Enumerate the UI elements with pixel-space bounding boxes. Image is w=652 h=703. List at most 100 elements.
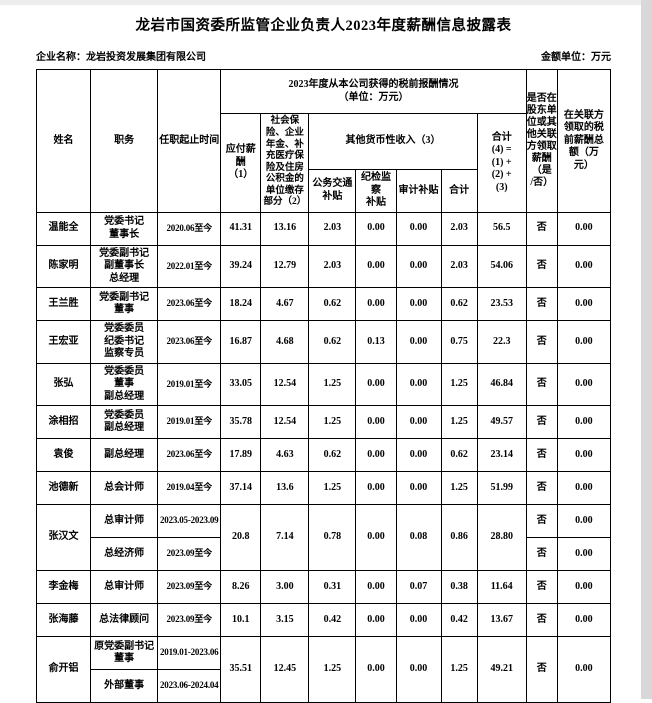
amount-unit-value: 万元 <box>591 52 611 63</box>
col-header-term: 任职起止时间 <box>157 69 222 213</box>
table-cell: 0.78 <box>308 504 357 571</box>
table-cell: 22.3 <box>476 320 527 364</box>
col-header-audit-subsidy: 审计补贴 <box>395 169 442 213</box>
table-cell: 否 <box>525 636 558 703</box>
table-cell: 0.00 <box>355 438 397 472</box>
table-cell: 总经济师 <box>90 537 159 571</box>
table-cell: 13.67 <box>476 603 527 637</box>
table-cell: 2.03 <box>440 244 478 288</box>
document-page: 龙岩市国资委所监管企业负责人2023年度薪酬信息披露表 企业名称：龙岩投资发展集… <box>35 5 612 703</box>
col-header-discipline-subsidy: 纪检监察 补贴 <box>355 169 397 213</box>
table-cell: 否 <box>525 504 558 538</box>
table-cell: 否 <box>525 603 558 637</box>
table-cell: 13.16 <box>260 211 310 246</box>
table-cell: 0.07 <box>395 570 442 604</box>
table-cell: 0.08 <box>395 504 442 571</box>
table-cell: 2023.06至今 <box>157 287 222 321</box>
table-cell: 0.00 <box>355 287 397 321</box>
table-cell: 涂相招 <box>35 405 92 439</box>
table-cell: 3.00 <box>260 570 310 604</box>
table-cell: 0.75 <box>440 320 478 364</box>
table-cell: 0.00 <box>395 438 442 472</box>
table-cell: 总会计师 <box>90 471 159 505</box>
table-cell: 否 <box>525 211 558 246</box>
table-cell: 否 <box>525 287 558 321</box>
table-cell: 4.68 <box>260 320 310 364</box>
table-cell: 0.00 <box>355 603 397 637</box>
table-row: 涂相招 党委委员 副总经理 2019.01至今 35.78 12.54 1.25 0.00 0… <box>35 405 612 439</box>
amount-unit-line: 金额单位：万元 <box>541 48 611 63</box>
company-name-line: 企业名称：龙岩投资发展集团有限公司 <box>36 48 206 63</box>
table-cell: 18.24 <box>220 287 262 321</box>
table-cell: 0.62 <box>308 320 357 364</box>
table-cell: 0.62 <box>308 438 357 472</box>
table-cell: 1.25 <box>308 405 357 439</box>
table-cell: 12.79 <box>260 244 310 288</box>
table-row: 袁俊 副总经理 2023.06至今 17.89 4.63 0.62 0.00 0.00 0.62… <box>35 438 612 472</box>
table-cell: 外部董事 <box>90 669 159 703</box>
table-cell: 12.54 <box>260 405 310 439</box>
table-cell: 2023.09至今 <box>157 537 222 571</box>
table-cell: 2023.06-2024.04 <box>157 669 222 703</box>
table-cell: 4.63 <box>260 438 310 472</box>
table-row: 俞开铝 原党委副书记 董事 2019.01-2023.06 35.51 12.45 1.2… <box>35 636 612 703</box>
table-cell: 袁俊 <box>35 438 92 472</box>
table-cell: 56.5 <box>476 211 527 246</box>
table-cell: 51.99 <box>476 471 527 505</box>
table-cell: 0.38 <box>440 570 478 604</box>
table-cell: 2019.01-2023.06 <box>157 636 222 670</box>
col-header-position: 职务 <box>90 69 159 213</box>
table-cell: 11.64 <box>476 570 527 604</box>
table-cell: 0.00 <box>395 471 442 505</box>
col-header-pretax-group: 2023年度从本公司获得的税前报酬情况 （单位：万元） <box>220 69 527 114</box>
table-cell: 原党委副书记 董事 <box>90 636 159 670</box>
table-cell: 总法律顾问 <box>90 603 159 637</box>
table-cell: 0.00 <box>556 636 612 703</box>
table-cell: 李金梅 <box>35 570 92 604</box>
table-cell: 0.00 <box>556 537 612 571</box>
table-row: 张弘 党委委员 董事 副总经理 2019.01至今 33.05 12.54 1.25 0.0… <box>35 362 612 406</box>
table-cell: 16.87 <box>220 320 262 364</box>
window-right-edge-strip <box>641 0 652 699</box>
table-cell: 2023.06至今 <box>157 438 222 472</box>
table-cell: 7.14 <box>260 504 310 571</box>
table-cell: 0.00 <box>355 636 397 703</box>
table-cell: 0.00 <box>556 287 612 321</box>
table-cell: 0.00 <box>556 320 612 364</box>
table-cell: 张弘 <box>35 362 92 406</box>
table-row: 池德新 总会计师 2019.04至今 37.14 13.6 1.25 0.00 0.00 1.2… <box>35 471 612 505</box>
table-cell: 0.00 <box>556 603 612 637</box>
table-cell: 12.54 <box>260 362 310 406</box>
table-cell: 副总经理 <box>90 438 159 472</box>
table-cell: 46.84 <box>476 362 527 406</box>
table-cell: 0.00 <box>355 244 397 288</box>
table-cell: 2023.09至今 <box>157 570 222 604</box>
table-cell: 否 <box>525 438 558 472</box>
table-cell: 党委副书记 董事 <box>90 287 159 321</box>
table-cell: 党委书记 董事长 <box>90 211 159 246</box>
table-cell: 0.42 <box>308 603 357 637</box>
table-cell: 张海藤 <box>35 603 92 637</box>
table-cell: 0.00 <box>395 211 442 246</box>
col-header-social-insurance: 社会保险、企业年金、补充医疗保险及住房公积金的单位缴存部分（2） <box>260 113 310 213</box>
table-cell: 王宏亚 <box>35 320 92 364</box>
table-cell: 2022.01至今 <box>157 244 222 288</box>
table-cell: 2.03 <box>308 244 357 288</box>
table-cell: 1.25 <box>440 636 478 703</box>
table-row: 张海藤 总法律顾问 2023.09至今 10.1 3.15 0.42 0.00 0.00 0.4… <box>35 603 612 637</box>
table-cell: 党委委员 纪委书记 监察专员 <box>90 320 159 364</box>
table-cell: 党委委员 董事 副总经理 <box>90 362 159 406</box>
table-cell: 陈家明 <box>35 244 92 288</box>
table-cell: 2019.01至今 <box>157 405 222 439</box>
salary-disclosure-table: 姓名 职务 任职起止时间 2023年度从本公司获得的税前报酬情况 （单位：万元）… <box>35 69 612 703</box>
table-cell: 49.57 <box>476 405 527 439</box>
table-cell: 0.00 <box>395 405 442 439</box>
col-header-other-subtotal: 合计 <box>440 169 478 213</box>
company-name-value: 龙岩投资发展集团有限公司 <box>86 52 206 63</box>
table-cell: 党委副书记 副董事长 总经理 <box>90 244 159 288</box>
table-cell: 0.00 <box>395 244 442 288</box>
table-cell: 0.00 <box>556 405 612 439</box>
col-header-payable-salary: 应付薪酬 （1） <box>220 113 262 213</box>
col-header-shareholder-pay: 是否在 股东单 位或其 他关联 方领取 薪酬 （是 /否） <box>525 69 558 213</box>
table-cell: 2019.04至今 <box>157 471 222 505</box>
